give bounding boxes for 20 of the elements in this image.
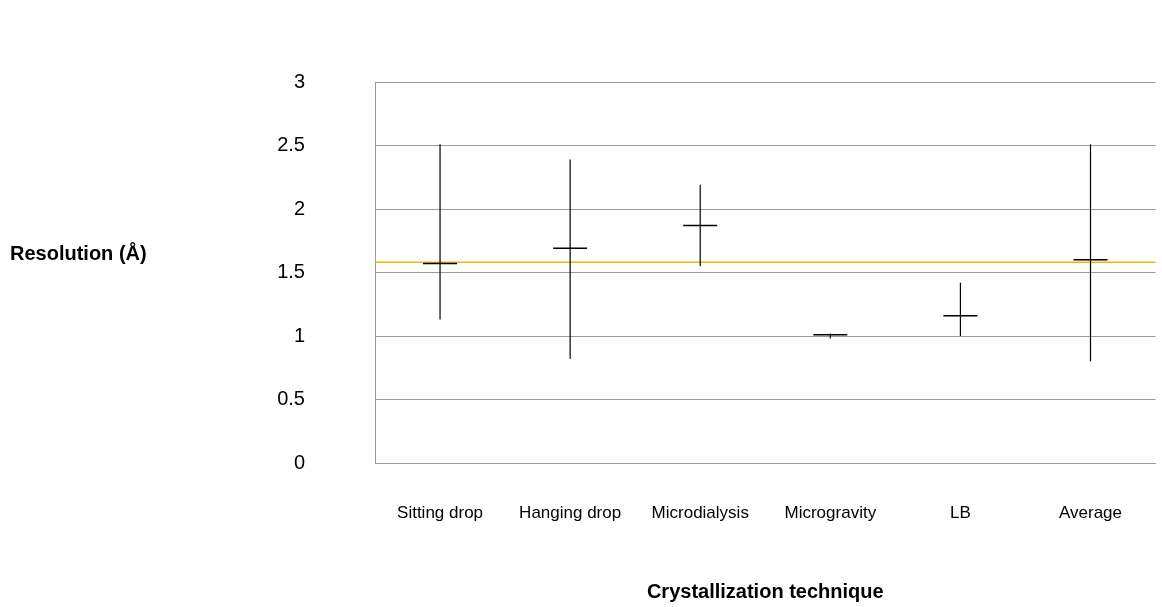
y-tick-label: 1.5 xyxy=(277,260,305,283)
candlestick xyxy=(942,282,979,337)
candlestick xyxy=(552,158,588,360)
x-tick-label: Average xyxy=(1058,502,1122,522)
text: Resolution (Å) xyxy=(10,240,147,264)
x-tick-label: Hanging drop xyxy=(519,502,622,522)
candlestick xyxy=(1072,143,1109,362)
candlestick xyxy=(422,143,458,321)
y-tick-label: 1 xyxy=(293,323,305,346)
y-tick-label: 3 xyxy=(293,69,305,92)
x-tick-label: Microdialysis xyxy=(651,502,749,522)
x-tick-label: LB xyxy=(950,502,971,522)
x-axis-title: Crystallization technique xyxy=(646,579,884,602)
candlestick xyxy=(682,184,718,267)
x-tick-label: Sitting drop xyxy=(397,502,484,522)
y-tick-label: 2.5 xyxy=(277,133,305,156)
y-tick-label: 2 xyxy=(293,196,305,219)
y-tick-label: 0 xyxy=(293,450,305,473)
y-tick-label: 0.5 xyxy=(277,387,305,410)
x-tick-label: Microgravity xyxy=(784,502,877,522)
